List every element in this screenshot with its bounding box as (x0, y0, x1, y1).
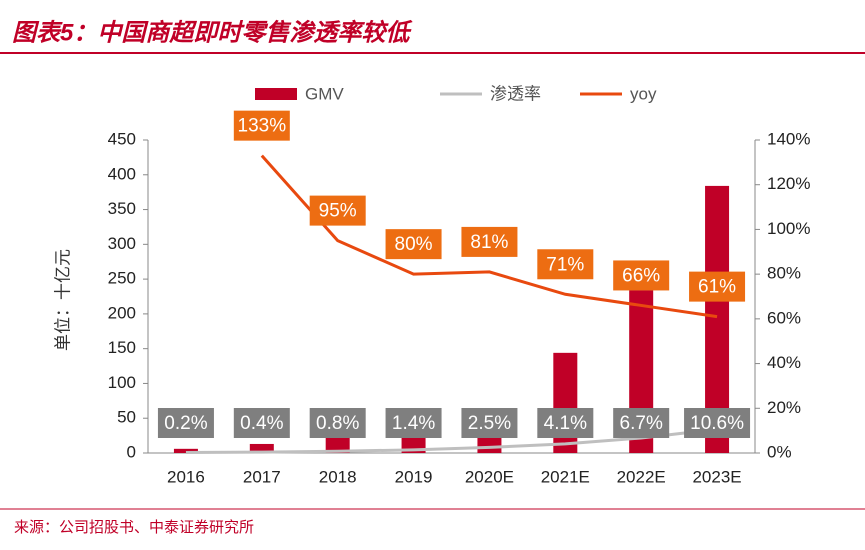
data-label: 1.4% (392, 413, 435, 434)
line (185, 427, 718, 455)
data-label: 0.8% (316, 413, 359, 434)
label-box (385, 408, 442, 438)
data-label: 10.6% (690, 413, 744, 434)
label-box (309, 195, 366, 226)
data-label: 2.5% (468, 413, 511, 434)
source: 来源：公司招股书、中泰证券研究所 (14, 519, 254, 536)
data-label: 71% (546, 254, 584, 275)
data-label: 4.1% (544, 413, 587, 434)
y-tick-label: 50 (117, 408, 136, 427)
label-box (233, 110, 290, 141)
label-box (385, 229, 442, 260)
x-tick-label: 2022E (617, 467, 666, 486)
data-label: 61% (698, 277, 736, 298)
y-tick-label: 150 (108, 338, 136, 357)
x-tick-label: 2021E (541, 467, 590, 486)
bar (401, 433, 426, 453)
x-tick-label: 2023E (692, 467, 741, 486)
data-label: 0.2% (164, 413, 207, 434)
x-tick-label: 2020E (465, 467, 514, 486)
y-tick-label: 200 (108, 303, 136, 322)
label-box (613, 260, 670, 291)
x-tick-label: 2016 (167, 467, 205, 486)
label-box (461, 408, 518, 438)
label-box (233, 408, 290, 438)
data-label: 6.7% (620, 413, 663, 434)
y-tick-label: 400 (108, 164, 136, 183)
label-box (157, 408, 214, 438)
legend-label: yoy (630, 84, 657, 103)
y-tick-label: 350 (108, 199, 136, 218)
y2-tick-label: 20% (767, 398, 801, 417)
x-tick-label: 2019 (395, 467, 433, 486)
data-label: 80% (395, 234, 433, 255)
y-tick-label: 100 (108, 373, 136, 392)
y2-tick-label: 60% (767, 308, 801, 327)
y2-tick-label: 120% (767, 174, 810, 193)
data-label: 133% (238, 116, 287, 137)
y-tick-label: 0 (127, 442, 136, 461)
y-label: 单位：十亿元 (53, 249, 72, 351)
bar (325, 435, 350, 453)
data-label: 0.4% (240, 413, 283, 434)
y2-tick-label: 100% (767, 219, 810, 238)
title: 图表5：中国商超即时零售渗透率较低 (12, 19, 413, 46)
label-box (537, 408, 594, 438)
label-box (461, 226, 518, 257)
data-label: 66% (622, 265, 660, 286)
y-tick-label: 300 (108, 234, 136, 253)
legend-label: 渗透率 (490, 84, 541, 103)
y2-tick-label: 0% (767, 442, 792, 461)
label-box (684, 408, 751, 438)
x-tick-label: 2018 (319, 467, 357, 486)
label-box (613, 408, 670, 438)
y2-tick-label: 140% (767, 129, 810, 148)
line (260, 154, 718, 319)
data-label: 95% (319, 201, 357, 222)
x-tick-label: 2017 (243, 467, 281, 486)
legend-label: GMV (305, 84, 344, 103)
legend-swatch (255, 88, 297, 100)
label-box (537, 249, 594, 280)
label-box (309, 408, 366, 438)
y-tick-label: 450 (108, 129, 136, 148)
bar (249, 443, 274, 453)
y-tick-label: 250 (108, 269, 136, 288)
label-box (689, 271, 746, 302)
y2-tick-label: 40% (767, 353, 801, 372)
y2-tick-label: 80% (767, 264, 801, 283)
bar (173, 448, 198, 453)
data-label: 81% (470, 232, 508, 253)
